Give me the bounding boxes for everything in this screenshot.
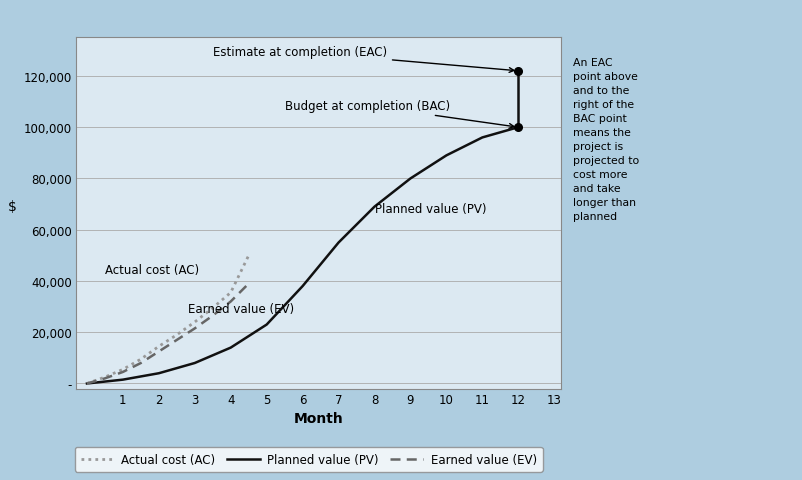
Y-axis label: $: $ (8, 200, 17, 214)
X-axis label: Month: Month (294, 411, 344, 425)
Text: Earned value (EV): Earned value (EV) (188, 302, 294, 315)
Text: An EAC
point above
and to the
right of the
BAC point
means the
project is
projec: An EAC point above and to the right of t… (573, 58, 640, 221)
Text: Planned value (PV): Planned value (PV) (375, 203, 486, 216)
Text: Actual cost (AC): Actual cost (AC) (105, 264, 199, 276)
Legend: Actual cost (AC), Planned value (PV), Earned value (EV): Actual cost (AC), Planned value (PV), Ea… (75, 447, 543, 472)
Text: Budget at completion (BAC): Budget at completion (BAC) (285, 100, 514, 129)
Text: Estimate at completion (EAC): Estimate at completion (EAC) (213, 47, 514, 73)
